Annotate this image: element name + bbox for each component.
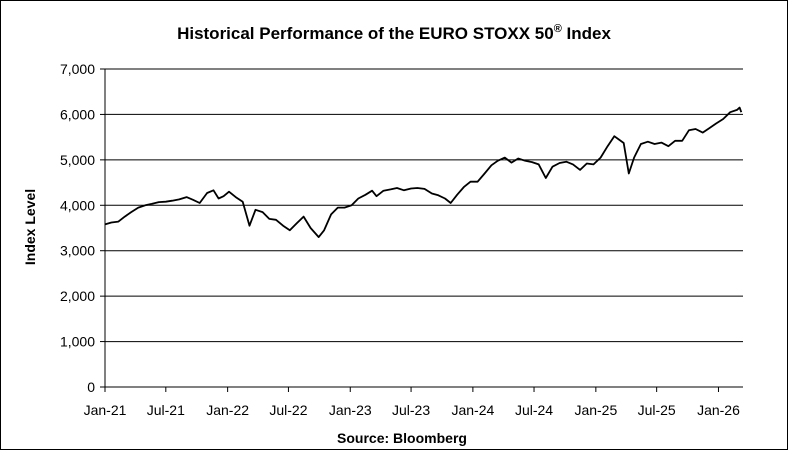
x-axis-label: Source: Bloomberg (337, 430, 467, 446)
gridlines (105, 68, 743, 343)
x-tick-label: Jan-25 (574, 402, 617, 418)
x-tick-label: Jul-23 (392, 402, 430, 418)
y-tick-label: 7,000 (60, 61, 95, 77)
y-tick-label: 2,000 (60, 288, 95, 304)
chart-title: Historical Performance of the EURO STOXX… (177, 23, 611, 43)
y-tick-label: 1,000 (60, 334, 95, 350)
y-tick-label: 6,000 (60, 106, 95, 122)
series-line (104, 106, 743, 238)
x-tick-label: Jul-21 (147, 402, 185, 418)
y-tick-label: 0 (87, 379, 95, 395)
title-superscript: ® (554, 23, 562, 35)
title-suffix: Index (562, 24, 612, 43)
x-axis-ticks: Jan-21 Jul-21 Jan-22 Jul-22 Jan-23 Jul-23 Jan-… (84, 387, 740, 418)
x-tick-label: Jan-22 (206, 402, 249, 418)
y-tick-label: 3,000 (60, 243, 95, 259)
x-tick-label: Jan-21 (84, 402, 127, 418)
x-tick-label: Jul-22 (269, 402, 307, 418)
x-tick-label: Jan-23 (329, 402, 372, 418)
y-tick-label: 4,000 (60, 197, 95, 213)
y-axis-ticks: 0 1,000 2,000 3,000 4,000 5,000 6,000 7,000 (60, 61, 105, 395)
y-tick-label: 5,000 (60, 152, 95, 168)
x-tick-label: Jul-25 (638, 402, 676, 418)
x-tick-label: Jan-26 (697, 402, 740, 418)
y-axis-label: Index Level (22, 189, 38, 265)
x-tick-label: Jan-24 (451, 402, 494, 418)
x-tick-label: Jul-24 (515, 402, 553, 418)
